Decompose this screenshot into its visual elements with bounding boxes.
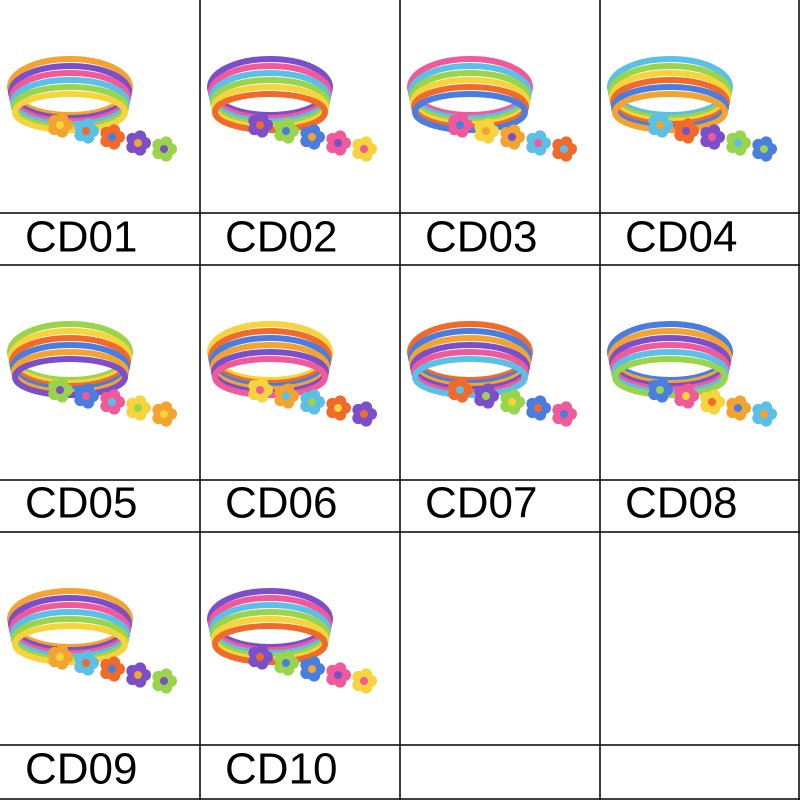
flower-center — [56, 653, 64, 661]
flower-center — [282, 392, 290, 400]
product-photo — [7, 588, 177, 694]
flower-center — [456, 121, 464, 129]
flower-center — [760, 410, 768, 418]
product-photo — [607, 56, 777, 162]
flower-center — [160, 410, 168, 418]
flower-center — [508, 133, 516, 141]
labels: CD01 CD02 CD03 CD04 CD05 CD06 CD07 CD08 CD09 CD10 — [25, 213, 738, 794]
flower-center — [108, 398, 116, 406]
flower-center — [334, 404, 342, 412]
flower-center — [360, 410, 368, 418]
flower-center — [482, 127, 490, 135]
flower-center — [656, 121, 664, 129]
flower-center — [82, 659, 90, 667]
flower-center — [308, 398, 316, 406]
flower-center — [708, 398, 716, 406]
product-label: CD02 — [225, 213, 338, 262]
flower-center — [256, 653, 264, 661]
product-label: CD10 — [225, 745, 338, 794]
product-photo — [7, 56, 177, 162]
product-photo — [207, 588, 377, 694]
flower-center — [534, 404, 542, 412]
flower-center — [734, 139, 742, 147]
flower-center — [256, 121, 264, 129]
flower-center — [56, 386, 64, 394]
product-label: CD06 — [225, 479, 338, 528]
flower-center — [134, 404, 142, 412]
flower-center — [682, 392, 690, 400]
product-photo — [207, 56, 377, 162]
flower-center — [760, 145, 768, 153]
flower-center — [334, 139, 342, 147]
product-label: CD09 — [25, 745, 138, 794]
product-label: CD08 — [625, 479, 738, 528]
flower-center — [108, 665, 116, 673]
product-label: CD05 — [25, 479, 138, 528]
flower-center — [334, 671, 342, 679]
product-label: CD01 — [25, 213, 138, 262]
flower-center — [534, 139, 542, 147]
flower-center — [656, 386, 664, 394]
product-label: CD07 — [425, 479, 538, 528]
product-label: CD03 — [425, 213, 538, 262]
flower-center — [682, 127, 690, 135]
flower-center — [108, 133, 116, 141]
product-photo — [207, 321, 377, 427]
flower-center — [308, 133, 316, 141]
product-photo — [407, 321, 577, 427]
product-photo — [407, 56, 577, 162]
flower-center — [282, 659, 290, 667]
product-photo — [7, 321, 177, 427]
flower-center — [560, 410, 568, 418]
flower-center — [560, 145, 568, 153]
flower-center — [308, 665, 316, 673]
product-label: CD04 — [625, 213, 738, 262]
flower-center — [508, 398, 516, 406]
product-photo — [607, 321, 777, 427]
flower-center — [456, 386, 464, 394]
flower-center — [360, 677, 368, 685]
flower-center — [256, 386, 264, 394]
flower-center — [734, 404, 742, 412]
flower-center — [56, 121, 64, 129]
product-images — [7, 56, 777, 694]
flower-center — [360, 145, 368, 153]
flower-center — [160, 145, 168, 153]
flower-center — [282, 127, 290, 135]
flower-center — [708, 133, 716, 141]
flower-center — [160, 677, 168, 685]
flower-center — [82, 392, 90, 400]
flower-center — [134, 139, 142, 147]
flower-center — [82, 127, 90, 135]
flower-center — [134, 671, 142, 679]
flower-center — [482, 392, 490, 400]
